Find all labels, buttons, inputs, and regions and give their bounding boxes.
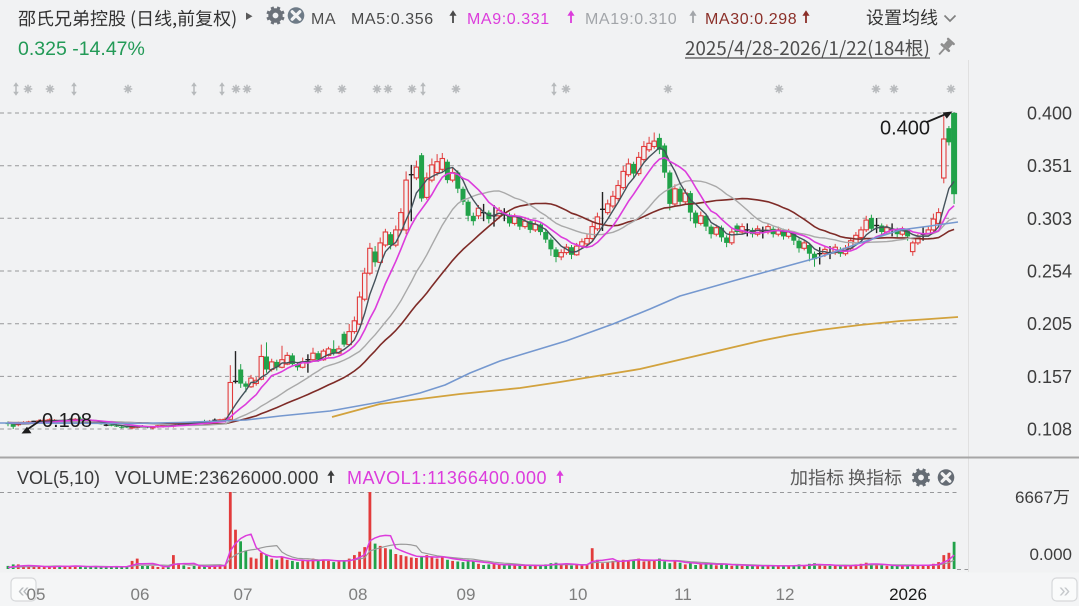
svg-text:0.351: 0.351 <box>1027 156 1072 176</box>
svg-text:0.108: 0.108 <box>42 410 92 432</box>
svg-text:VOLUME:23626000.000: VOLUME:23626000.000 <box>115 468 319 488</box>
svg-text:08: 08 <box>349 585 368 604</box>
svg-text:12: 12 <box>776 585 795 604</box>
svg-text:0.400: 0.400 <box>1027 104 1072 124</box>
svg-text:11: 11 <box>674 585 692 604</box>
svg-text:0.157: 0.157 <box>1027 367 1072 387</box>
svg-text:MA9:0.331: MA9:0.331 <box>467 11 550 28</box>
svg-text:2026: 2026 <box>889 585 927 604</box>
svg-text:0.400: 0.400 <box>880 118 930 140</box>
svg-text:MA30:0.298: MA30:0.298 <box>705 11 797 28</box>
svg-text:VOL(5,10): VOL(5,10) <box>17 468 100 488</box>
svg-text:0.000: 0.000 <box>1029 545 1072 564</box>
svg-text:0.108: 0.108 <box>1027 420 1072 440</box>
svg-text:MA: MA <box>311 11 336 28</box>
svg-text:»: » <box>1059 580 1070 602</box>
svg-text:0.254: 0.254 <box>1027 262 1072 282</box>
svg-text:«: « <box>18 580 29 602</box>
svg-text:0.303: 0.303 <box>1027 209 1072 229</box>
svg-text:MA5:0.356: MA5:0.356 <box>351 11 434 28</box>
svg-text:06: 06 <box>131 585 150 604</box>
svg-text:05: 05 <box>27 585 46 604</box>
svg-text:09: 09 <box>457 585 476 604</box>
svg-text:0.325 -14.47%: 0.325 -14.47% <box>18 38 145 60</box>
svg-text:10: 10 <box>569 585 588 604</box>
svg-text:0.205: 0.205 <box>1027 314 1072 334</box>
svg-text:MAVOL1:11366400.000: MAVOL1:11366400.000 <box>347 468 547 488</box>
svg-text:6667: 6667 <box>1015 488 1053 507</box>
svg-text:07: 07 <box>234 585 253 604</box>
svg-text:MA19:0.310: MA19:0.310 <box>585 11 677 28</box>
